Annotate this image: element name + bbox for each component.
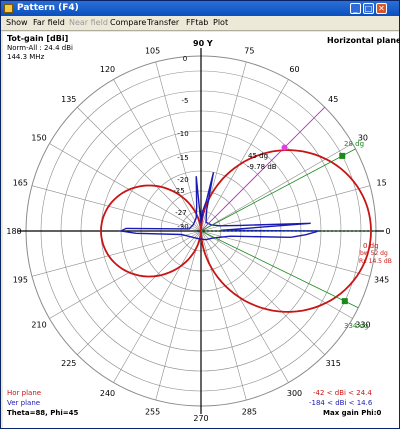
cursor-marker	[281, 144, 288, 151]
ring-label: -30	[177, 223, 188, 231]
polar-plot-area[interactable]: 105 75 120 60 135 45 150 30 165 15 180 0 195 345 210 33…	[3, 32, 400, 428]
ring-label: -15	[177, 154, 188, 162]
cursor-angle-label: 45 dg	[248, 152, 269, 160]
norm-label: Norm-All : 24.4 dBi	[7, 44, 73, 52]
minimize-button[interactable]: _	[350, 3, 361, 14]
axis-label-90: 90 Y	[193, 39, 213, 48]
maximize-button[interactable]: □	[363, 3, 374, 14]
menu-compare[interactable]: Compare	[110, 18, 147, 27]
angle-label-60: 60	[289, 65, 299, 74]
angle-label-15: 15	[377, 179, 387, 188]
angle-label-30: 30	[358, 134, 368, 143]
cursor-line	[200, 106, 326, 232]
beam-edge-line	[200, 230, 359, 309]
beamwidth-label: bw 52 dg	[360, 250, 388, 257]
angle-label-0: 0	[385, 227, 390, 236]
ring-label: -5	[182, 97, 189, 105]
theta-phi-label: Theta=88, Phi=45	[7, 409, 79, 417]
grid-spoke	[200, 79, 289, 232]
close-button[interactable]: ✕	[376, 3, 387, 14]
ring-label: 0	[183, 55, 187, 63]
angle-label-315: 315	[326, 359, 341, 368]
cursor-gain-label: -9.78 dB	[247, 163, 277, 171]
grid-spoke	[49, 230, 202, 319]
polar-plot: 105 75 120 60 135 45 150 30 165 15 180 0 195 345 210 33…	[6, 46, 390, 423]
ring-label: -25	[173, 187, 184, 195]
menu-fftab[interactable]: FFtab	[186, 18, 209, 27]
angle-label-225: 225	[61, 359, 76, 368]
plane-label: Horizontal plane	[327, 36, 400, 45]
angle-label-300: 300	[287, 389, 302, 398]
menu-bar: Show Far field Near field Compare Transf…	[1, 16, 399, 31]
beam-center-label: 0 dg	[363, 242, 379, 250]
gain-label: Tot-gain [dBi]	[7, 34, 69, 43]
grid-spoke	[49, 143, 202, 232]
angle-label-345: 345	[374, 275, 389, 284]
hor-plane-legend: Hor plane	[7, 389, 42, 397]
grid-spoke	[113, 230, 202, 383]
ring-label: -20	[177, 176, 188, 184]
grid-spoke	[155, 230, 202, 401]
ring-label: -27	[175, 209, 186, 217]
menu-transfer[interactable]: Transfer	[147, 18, 180, 27]
beam-lower-label: 334 dg	[344, 322, 369, 330]
grid-spoke	[31, 185, 202, 232]
grid-spoke	[155, 61, 202, 232]
angle-label-330: 330	[355, 321, 370, 330]
frequency-label: 144.3 MHz	[7, 53, 45, 61]
angle-label-285: 285	[242, 408, 257, 417]
grid-spoke	[200, 230, 289, 383]
menu-far-field[interactable]: Far field	[33, 18, 65, 27]
grid-spoke	[31, 230, 202, 277]
angle-label-180: 180	[6, 227, 21, 236]
angle-label-105: 105	[145, 46, 160, 55]
grid-spoke	[77, 107, 202, 232]
angle-label-195: 195	[13, 275, 28, 284]
ver-range-label: -184 < dBi < 14.6	[309, 399, 373, 407]
ring-label: -10	[177, 130, 188, 138]
angle-label-135: 135	[61, 95, 76, 104]
grid-spoke	[200, 230, 325, 355]
grid-spoke	[200, 185, 371, 232]
angle-label-45: 45	[328, 95, 338, 104]
grid-spoke	[200, 230, 247, 401]
beam-edge-line	[200, 148, 356, 232]
grid-spoke	[113, 79, 202, 232]
max-gain-label: Max gain Phi:0	[323, 409, 382, 417]
front-back-label: Rx 14.5 dB	[359, 258, 392, 265]
beam-upper-label: 28 dg	[344, 140, 365, 148]
angle-label-150: 150	[31, 134, 46, 143]
angle-label-255: 255	[145, 408, 160, 417]
grid-spoke	[200, 230, 371, 277]
menu-plot[interactable]: Plot	[213, 18, 229, 27]
angle-label-210: 210	[31, 321, 46, 330]
angle-label-240: 240	[100, 389, 115, 398]
hor-range-label: -42 < dBi < 24.4	[313, 389, 372, 397]
beam-marker-lower	[341, 298, 348, 305]
grid-spoke	[77, 230, 202, 355]
grid-spoke	[200, 143, 353, 232]
hor-plane-trace	[100, 149, 372, 313]
angle-label-120: 120	[100, 65, 115, 74]
angle-label-165: 165	[13, 179, 28, 188]
angle-label-270: 270	[193, 414, 208, 423]
grid-spoke	[200, 230, 353, 319]
menu-show[interactable]: Show	[6, 18, 28, 27]
app-icon	[4, 4, 13, 13]
beam-marker-upper	[339, 152, 346, 159]
window-title: Pattern (F4)	[17, 3, 79, 13]
angle-label-75: 75	[244, 46, 254, 55]
ver-plane-legend: Ver plane	[7, 399, 41, 407]
title-bar[interactable]: Pattern (F4) _ □ ✕	[1, 1, 399, 16]
menu-near-field[interactable]: Near field	[69, 18, 108, 27]
